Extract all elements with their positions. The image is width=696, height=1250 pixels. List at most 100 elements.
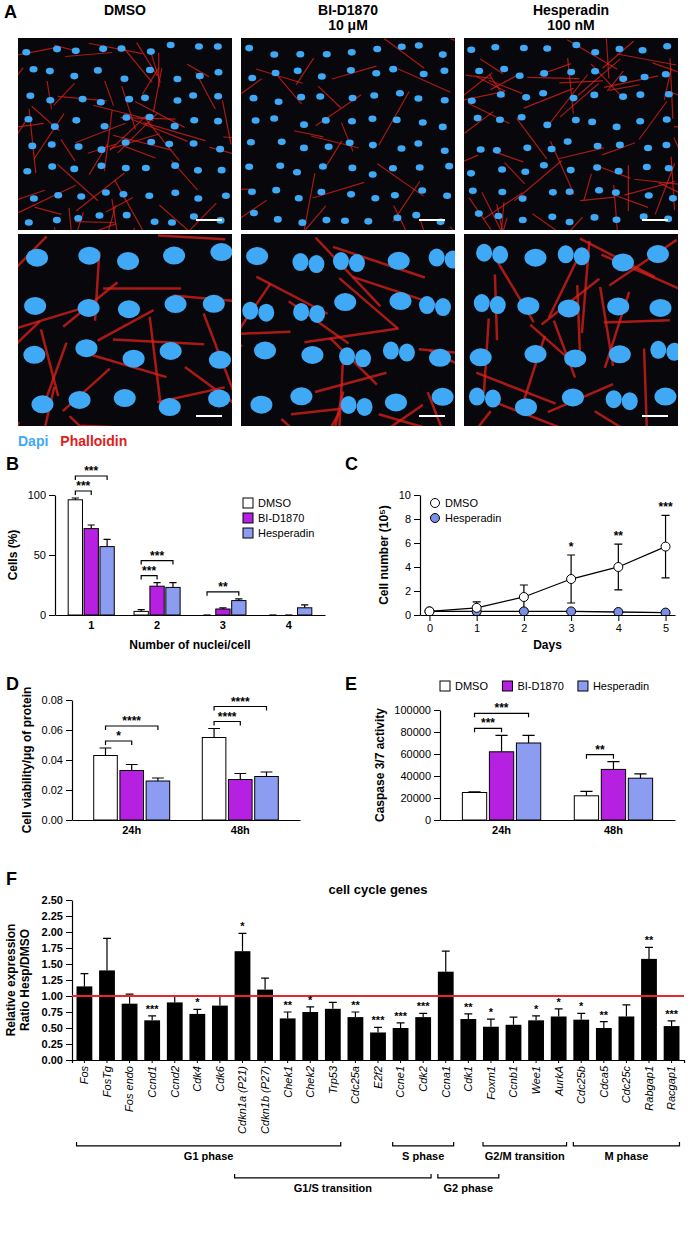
nucleus — [75, 143, 83, 150]
actin-fiber — [560, 84, 599, 118]
nucleus — [48, 141, 56, 148]
error-bar — [208, 729, 220, 738]
nucleus — [248, 188, 256, 195]
nucleus — [171, 162, 179, 169]
tick-label: 40000 — [400, 770, 431, 782]
tick: 0.02 — [42, 784, 72, 796]
tick-label: AurkA — [553, 1066, 565, 1097]
tick-label: Cdc25c — [620, 1066, 632, 1104]
tick-mark — [414, 543, 420, 544]
bar — [202, 738, 226, 821]
phase-label: G1/S transition — [294, 1182, 373, 1194]
tick-mark — [49, 555, 55, 556]
tick: Cdk4 — [191, 1060, 203, 1092]
nucleus — [540, 162, 548, 169]
nucleus — [383, 342, 399, 360]
actin-fiber — [580, 239, 655, 278]
nucleus — [118, 45, 126, 52]
tick: 40000 — [400, 770, 440, 782]
significance-label: ** — [218, 580, 228, 594]
error-bar — [72, 498, 79, 500]
significance-label: * — [489, 1006, 494, 1018]
nucleus — [666, 343, 678, 361]
tick: 6 — [405, 537, 420, 549]
tick: 20000 — [400, 792, 440, 804]
bar — [601, 769, 625, 820]
bar — [257, 990, 273, 1060]
actin-fiber — [330, 338, 377, 385]
nucleus — [399, 344, 415, 362]
error-bar — [284, 1012, 292, 1018]
nucleus — [146, 114, 154, 121]
tick: 100 — [28, 489, 55, 501]
nucleus — [97, 163, 105, 170]
tick-mark — [423, 1060, 424, 1063]
tick-mark — [219, 1060, 220, 1063]
legend-label: DMSO — [455, 680, 488, 692]
error-bar — [442, 951, 450, 971]
error-bar — [261, 978, 269, 990]
actin-fiber — [532, 214, 562, 230]
nucleus — [445, 163, 453, 170]
nucleus — [30, 66, 38, 73]
tick-label: 48h — [604, 824, 623, 836]
actin-fiber — [674, 127, 678, 131]
nucleus — [341, 217, 349, 224]
nucleus — [325, 143, 333, 150]
tick-label: 80000 — [400, 726, 431, 738]
error-bar — [522, 735, 534, 743]
error-bar — [126, 765, 138, 771]
nucleus — [250, 396, 272, 414]
nucleus — [441, 147, 449, 154]
nucleus — [252, 117, 260, 124]
nucleus — [274, 216, 282, 223]
nucleus — [468, 97, 476, 104]
point — [425, 607, 434, 615]
nucleus — [500, 66, 508, 73]
nucleus — [636, 91, 644, 98]
nucleus — [142, 165, 150, 172]
bar — [122, 1004, 138, 1060]
tick: 1.75 — [42, 942, 72, 954]
nucleus — [194, 167, 202, 174]
nucleus — [242, 302, 258, 320]
tick: 0.00 — [42, 1054, 72, 1066]
actin-fiber — [489, 80, 522, 93]
scale-bar — [419, 415, 445, 417]
nucleus — [445, 251, 455, 269]
nucleus — [558, 299, 580, 317]
nucleus — [117, 252, 139, 270]
actin-fiber — [241, 332, 290, 334]
nucleus — [214, 69, 222, 76]
panel: B0501001234**************DMSOBI-D1870Hes… — [6, 454, 326, 652]
tick-mark — [414, 615, 420, 616]
tick-label: 4 — [286, 619, 293, 631]
legend-label: Hesperadin — [593, 680, 649, 692]
nucleus — [372, 70, 380, 77]
tick-label: 2.25 — [42, 910, 63, 922]
tick-mark — [310, 1060, 311, 1063]
nucleus — [272, 187, 280, 194]
axis: 050100 — [28, 489, 56, 621]
error-bar — [419, 1013, 427, 1017]
scale-bar — [196, 219, 222, 221]
axis: 0246810 — [399, 489, 421, 621]
tick-label: Racgap1 — [665, 1066, 677, 1110]
figure: ADMSOBI-D187010 μMHesperadin100 nMDapiPh… — [0, 0, 696, 1250]
bar — [415, 1017, 431, 1060]
tick: Cdkn1a (P21) — [236, 1060, 248, 1134]
nucleus — [548, 214, 556, 221]
nucleus — [208, 390, 230, 408]
actin-fiber — [71, 212, 84, 230]
actin-fiber — [568, 58, 574, 114]
nucleus — [46, 68, 54, 75]
tick-label: Cdkn1b (P27) — [259, 1066, 271, 1134]
axis: 0.000.250.500.751.001.251.501.752.002.25… — [42, 894, 73, 1066]
axis-line — [73, 1061, 685, 1064]
nucleus — [636, 118, 644, 125]
actin-fiber — [137, 43, 158, 76]
nucleus — [591, 49, 599, 56]
nucleus — [647, 245, 669, 263]
nucleus — [99, 46, 107, 53]
nucleus — [160, 342, 182, 360]
